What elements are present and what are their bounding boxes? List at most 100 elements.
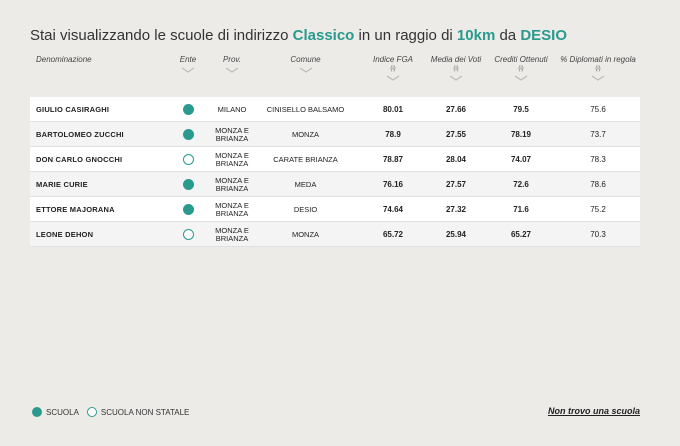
- prov-cell: MONZA E BRIANZA: [215, 175, 249, 193]
- col-diplomati[interactable]: % Diplomati in regola (i): [556, 55, 640, 81]
- table-row[interactable]: LEONE DEHON MONZA E BRIANZA MONZA 65.72 …: [30, 222, 640, 247]
- col-diplomati-label: % Diplomati in regola: [560, 55, 636, 64]
- prov-cell: MONZA E BRIANZA: [215, 150, 249, 168]
- crediti-cell: 79.5: [513, 105, 529, 114]
- col-prov[interactable]: Prov.: [210, 55, 254, 73]
- prov-cell: MILANO: [217, 104, 247, 114]
- diplomati-cell: 75.6: [590, 105, 606, 114]
- indice-cell: 80.01: [382, 105, 404, 114]
- schools-table-body: GIULIO CASIRAGHI MILANO CINISELLO BALSAM…: [30, 97, 640, 247]
- legend-item-non-statale: SCUOLA NON STATALE: [86, 407, 190, 417]
- chevron-down-icon: [591, 75, 605, 81]
- comune-cell: DESIO: [293, 205, 318, 214]
- ente-statale-icon: [32, 407, 42, 417]
- col-indice[interactable]: Indice FGA (i): [363, 55, 423, 81]
- school-name[interactable]: MARIE CURIE: [36, 180, 88, 189]
- ente-cell: [168, 122, 208, 147]
- col-crediti-label: Crediti Ottenuti: [494, 55, 548, 64]
- page-title: Stai visualizzando le scuole di indirizz…: [30, 27, 567, 44]
- col-denominazione-label: Denominazione: [36, 55, 92, 64]
- col-ente-label: Ente: [179, 55, 197, 64]
- title-da: da: [495, 27, 521, 44]
- media-cell: 27.32: [445, 205, 467, 214]
- chevron-down-icon: [449, 75, 463, 81]
- crediti-cell: 71.6: [513, 205, 529, 214]
- title-middle: in un raggio di: [354, 27, 457, 44]
- ente-non-statale-icon: [182, 229, 194, 240]
- ente-cell: [168, 197, 208, 222]
- col-ente[interactable]: Ente: [168, 55, 208, 73]
- comune-cell: CINISELLO BALSAMO: [266, 105, 345, 114]
- title-raggio: 10km: [456, 27, 496, 44]
- diplomati-cell: 73.7: [590, 130, 606, 139]
- crediti-cell: 74.07: [510, 155, 532, 164]
- legend: SCUOLA SCUOLA NON STATALE: [32, 407, 197, 417]
- indice-cell: 78.9: [385, 130, 401, 139]
- media-cell: 27.66: [445, 105, 467, 114]
- legend-label-non-statale: SCUOLA NON STATALE: [100, 407, 190, 417]
- table-row[interactable]: GIULIO CASIRAGHI MILANO CINISELLO BALSAM…: [30, 97, 640, 122]
- chevron-down-icon: [225, 67, 239, 73]
- col-prov-label: Prov.: [222, 55, 242, 64]
- col-indice-label: Indice FGA: [372, 55, 413, 64]
- indice-cell: 74.64: [382, 205, 404, 214]
- ente-statale-icon: [182, 179, 194, 190]
- prov-cell: MONZA E BRIANZA: [215, 225, 249, 243]
- crediti-cell: 72.6: [513, 180, 529, 189]
- comune-cell: CARATE BRIANZA: [273, 155, 338, 164]
- school-name[interactable]: GIULIO CASIRAGHI: [36, 105, 110, 114]
- not-found-link[interactable]: Non trovo una scuola: [547, 406, 640, 416]
- chevron-down-icon: [514, 75, 528, 81]
- ente-cell: [168, 147, 208, 172]
- table-header: Denominazione Ente Prov. Comune Indice F…: [30, 55, 640, 89]
- ente-statale-icon: [182, 204, 194, 215]
- col-crediti[interactable]: Crediti Ottenuti (i): [488, 55, 554, 81]
- legend-item-statale: SCUOLA: [32, 407, 79, 417]
- title-prefix: Stai visualizzando le scuole di indirizz…: [30, 27, 293, 44]
- table-row[interactable]: MARIE CURIE MONZA E BRIANZA MEDA 76.16 2…: [30, 172, 640, 197]
- diplomati-cell: 70.3: [590, 230, 606, 239]
- school-name[interactable]: LEONE DEHON: [36, 230, 94, 239]
- title-indirizzo: Classico: [292, 27, 355, 44]
- ente-cell: [168, 172, 208, 197]
- diplomati-cell: 75.2: [590, 205, 606, 214]
- crediti-cell: 78.19: [510, 130, 532, 139]
- crediti-cell: 65.27: [510, 230, 532, 239]
- media-cell: 27.55: [445, 130, 467, 139]
- indice-cell: 65.72: [382, 230, 404, 239]
- table-row[interactable]: ETTORE MAJORANA MONZA E BRIANZA DESIO 74…: [30, 197, 640, 222]
- indice-cell: 76.16: [382, 180, 404, 189]
- school-name[interactable]: BARTOLOMEO ZUCCHI: [36, 130, 124, 139]
- ente-statale-icon: [182, 129, 194, 140]
- chevron-down-icon: [299, 67, 312, 73]
- comune-cell: MONZA: [291, 230, 320, 239]
- info-marker[interactable]: (i): [518, 66, 524, 72]
- ente-statale-icon: [182, 104, 194, 115]
- chevron-down-icon: [181, 67, 195, 73]
- col-comune[interactable]: Comune: [258, 55, 353, 73]
- col-media-label: Media dei Voti: [430, 55, 482, 64]
- col-denominazione[interactable]: Denominazione: [36, 55, 156, 65]
- col-media[interactable]: Media dei Voti (i): [426, 55, 486, 81]
- comune-cell: MONZA: [291, 130, 320, 139]
- table-row[interactable]: DON CARLO GNOCCHI MONZA E BRIANZA CARATE…: [30, 147, 640, 172]
- diplomati-cell: 78.3: [590, 155, 606, 164]
- chevron-down-icon: [386, 75, 400, 81]
- info-marker[interactable]: (i): [453, 66, 459, 72]
- info-marker[interactable]: (i): [390, 66, 396, 72]
- legend-label-statale: SCUOLA: [46, 407, 79, 417]
- table-row[interactable]: BARTOLOMEO ZUCCHI MONZA E BRIANZA MONZA …: [30, 122, 640, 147]
- prov-cell: MONZA E BRIANZA: [215, 200, 249, 218]
- info-marker[interactable]: (i): [595, 66, 601, 72]
- diplomati-cell: 78.6: [590, 180, 606, 189]
- ente-cell: [168, 97, 208, 122]
- media-cell: 27.57: [445, 180, 467, 189]
- school-name[interactable]: ETTORE MAJORANA: [36, 205, 115, 214]
- ente-cell: [168, 222, 208, 247]
- col-comune-label: Comune: [290, 55, 321, 64]
- media-cell: 28.04: [445, 155, 467, 164]
- indice-cell: 78.87: [382, 155, 404, 164]
- title-city: DESIO: [520, 27, 568, 44]
- school-name[interactable]: DON CARLO GNOCCHI: [36, 155, 123, 164]
- prov-cell: MONZA E BRIANZA: [215, 125, 249, 143]
